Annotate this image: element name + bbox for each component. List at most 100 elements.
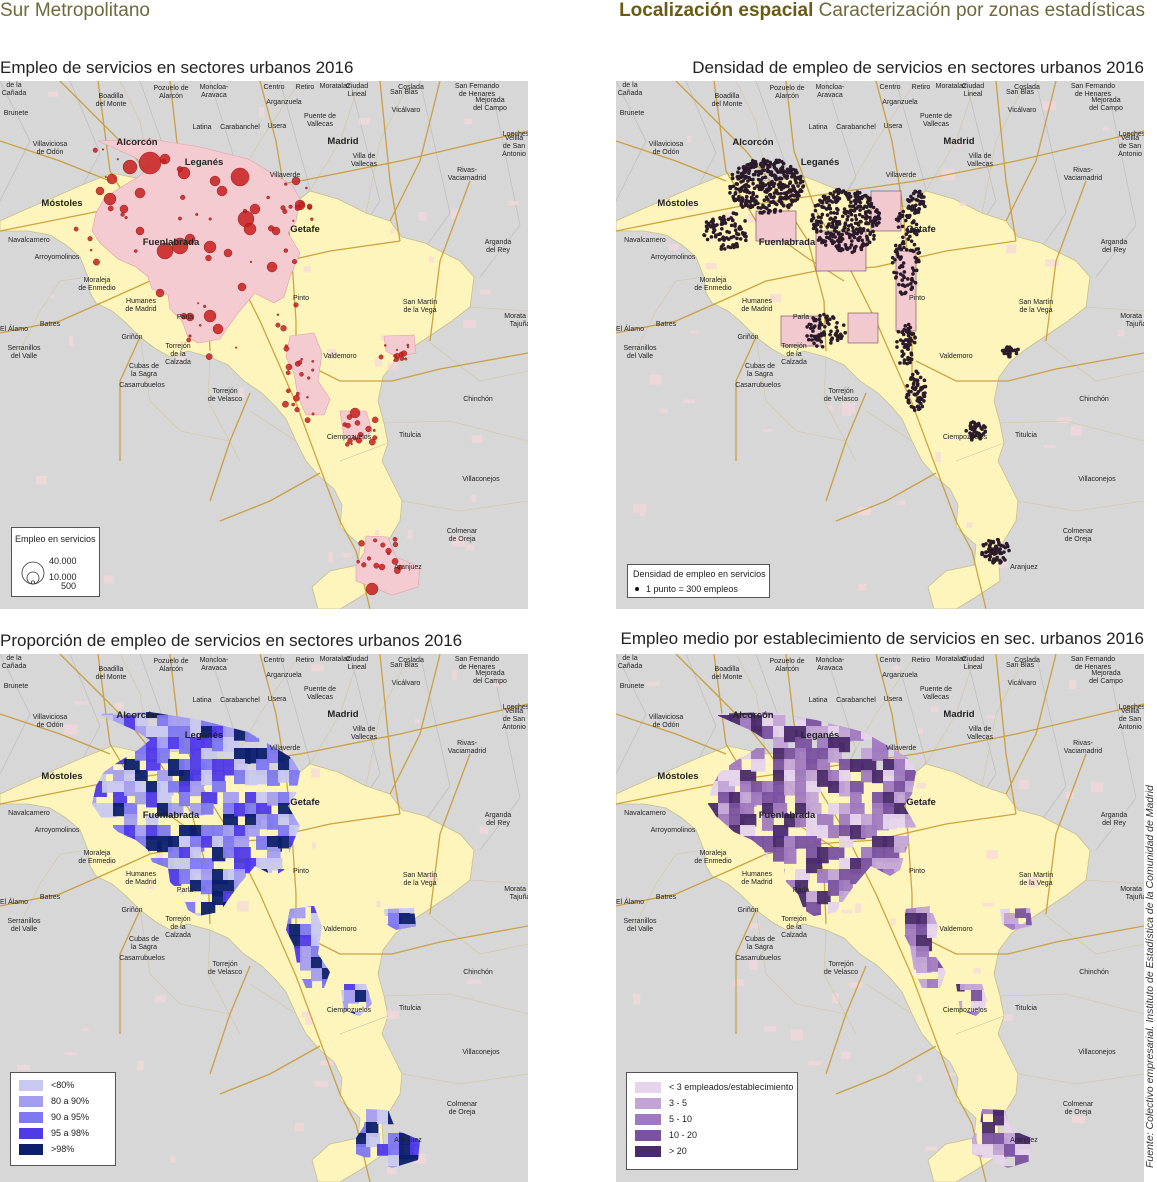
employment-circle [291,176,301,186]
employment-circle [311,412,315,416]
header-right-bold: Localización espacial [619,0,814,21]
legend-swatch [19,1079,43,1091]
place-label: Serranillos del Valle [7,918,41,933]
employment-circle [195,213,199,216]
employment-circle [288,204,293,209]
employment-circle [307,376,311,380]
employment-circle [133,249,138,253]
place-label: Latina [808,124,828,131]
place-label: San Blas [389,89,419,96]
employment-circle [404,357,408,361]
place-label: Mejorada del Campo [473,97,507,112]
legend-label: < 3 empleados/establecimiento [669,1082,794,1092]
place-label: Pinto [293,295,309,302]
employment-circle [406,343,410,347]
employment-circle [293,394,300,402]
legend-swatch [635,1081,661,1093]
employment-circle [135,226,145,236]
employment-circle [101,148,105,151]
place-label: Velilla de San Antonio [1118,708,1142,731]
place-label: Torrejón de Velasco [207,961,243,976]
map-svg [0,81,528,609]
employment-circle [161,159,166,165]
place-label: Vicálvaro [1007,107,1037,114]
municipality-label: Alcorcón [116,710,158,721]
place-label: Rivas- Vaciamadrid [447,740,487,755]
employment-circle [103,192,117,206]
legend-label: 90 a 95% [51,1112,90,1122]
employment-circle [138,151,162,175]
place-label: Moraleja de Enmedio [78,850,116,865]
employment-circle [297,360,303,365]
place-label: Moncloa- Aravaca [815,657,845,672]
employment-circle [95,186,105,196]
legend-label: 95 a 98% [51,1128,90,1138]
legend-label: 80 a 90% [51,1096,90,1106]
place-label: Colmenar de Oreja [446,528,478,543]
place-label: Pinto [293,868,309,875]
employment-circle [203,240,217,254]
place-label: Morata de Tajuña [1120,313,1144,328]
place-label: Coslada [398,657,424,664]
place-label: Puente de Vallecas [304,113,336,128]
municipality-label: Madrid [943,709,975,720]
place-label: Humanes de Madrid [125,871,157,886]
legend-label: >98% [51,1144,75,1154]
place-label: Chinchón [463,969,493,976]
place-label: Villaviciosa de Odón [648,714,684,729]
employment-circle [345,442,350,447]
place-label: Centro [879,657,901,664]
place-label: Aranjuez [1010,1137,1038,1144]
employment-circle [380,542,386,548]
place-label: Moncloa- Aravaca [199,84,229,99]
legend-row: 80 a 90% [11,1093,115,1109]
employment-circle [107,205,114,212]
place-label: Griñón [121,907,143,914]
place-label: Carabanchel [836,697,876,704]
place-label: Griñón [737,334,759,341]
employment-circle [365,425,372,433]
place-label: Villaviciosa de Odón [32,714,68,729]
employment-circle [266,261,278,273]
employment-circle [282,400,289,408]
place-label: Pozuelo de Alarcón [769,85,805,100]
place-label: San Fernando de Henares [454,656,500,671]
place-label: Loeches [1118,704,1144,711]
place-label: Navalcarnero [8,237,50,244]
employment-circle [203,304,207,308]
employment-circle [355,437,362,444]
place-label: Aranjuez [394,1137,422,1144]
employment-circle [310,217,314,221]
place-label: Moratalaz [935,656,967,663]
place-label: Pozuelo de Alarcón [153,658,189,673]
legend-density-item: 1 punto = 300 empleos [635,584,738,594]
municipality-label: Madrid [327,709,359,720]
employment-circle [243,222,257,236]
place-label: Moratalaz [935,83,967,90]
legend-row: <80% [11,1077,115,1093]
place-label: Casarrubuelos [735,382,781,389]
legend-row: 95 a 98% [11,1125,115,1141]
legend-swatch [635,1129,661,1141]
place-label: Aranjuez [1010,564,1038,571]
place-label: Villaconejos [462,1049,500,1056]
employment-circle [176,166,183,173]
legend-swatch [635,1113,661,1125]
panel-title-density: Densidad de empleo de servicios en secto… [692,58,1144,77]
place-label: Cubas de la Sagra [129,936,159,951]
employment-circle [230,167,250,187]
employment-circle [235,346,238,349]
place-label: Coslada [398,84,424,91]
legend-swatch [635,1097,661,1109]
place-label: El Álamo [616,899,645,906]
employment-circle [346,414,353,420]
employment-circle [400,350,408,357]
place-label: Moncloa- Aravaca [199,657,229,672]
place-label: Titulcia [1015,432,1037,439]
place-label: Moraleja de Enmedio [694,850,732,865]
place-label: Carabanchel [836,124,876,131]
place-label: Arroyomolinos [650,254,696,261]
place-label: Arganzuela [266,672,302,679]
place-label: Chinchón [1079,396,1109,403]
employment-circle [345,422,351,429]
